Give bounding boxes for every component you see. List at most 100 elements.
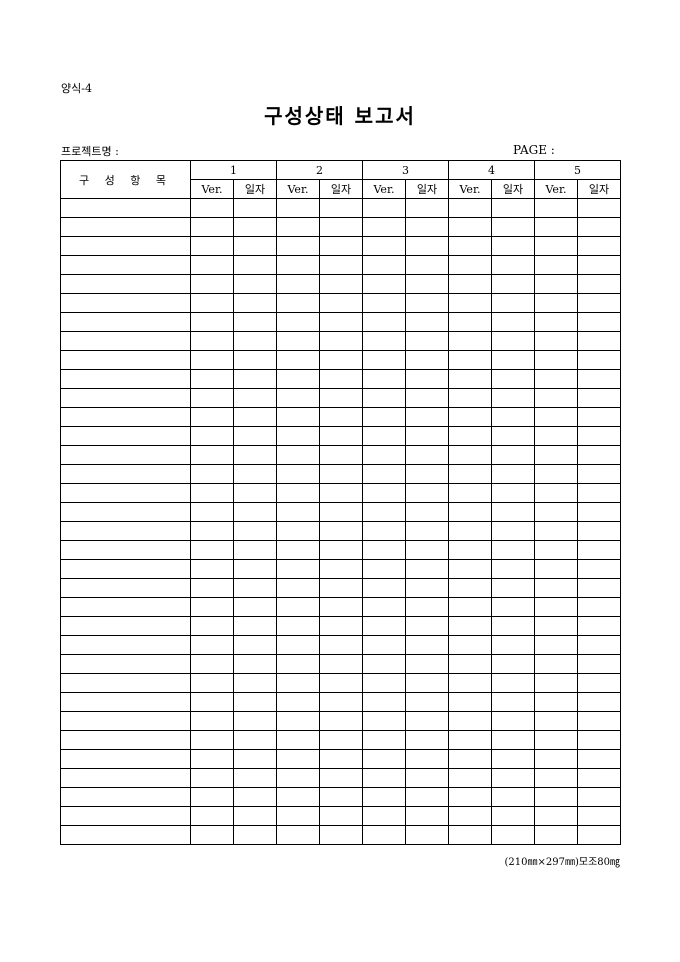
entry-cell[interactable] bbox=[405, 217, 449, 237]
entry-cell[interactable] bbox=[405, 293, 449, 313]
entry-cell[interactable] bbox=[319, 616, 363, 636]
entry-cell[interactable] bbox=[362, 217, 406, 237]
entry-cell[interactable] bbox=[448, 502, 492, 522]
entry-cell[interactable] bbox=[190, 825, 234, 845]
entry-cell[interactable] bbox=[577, 274, 621, 294]
entry-cell[interactable] bbox=[405, 673, 449, 693]
entry-cell[interactable] bbox=[405, 198, 449, 218]
item-cell[interactable] bbox=[60, 730, 191, 750]
entry-cell[interactable] bbox=[577, 559, 621, 579]
entry-cell[interactable] bbox=[448, 198, 492, 218]
entry-cell[interactable] bbox=[319, 312, 363, 332]
entry-cell[interactable] bbox=[534, 673, 578, 693]
entry-cell[interactable] bbox=[448, 825, 492, 845]
entry-cell[interactable] bbox=[276, 635, 320, 655]
entry-cell[interactable] bbox=[362, 407, 406, 427]
entry-cell[interactable] bbox=[276, 578, 320, 598]
entry-cell[interactable] bbox=[405, 730, 449, 750]
entry-cell[interactable] bbox=[448, 749, 492, 769]
entry-cell[interactable] bbox=[491, 692, 535, 712]
entry-cell[interactable] bbox=[491, 255, 535, 275]
entry-cell[interactable] bbox=[448, 407, 492, 427]
entry-cell[interactable] bbox=[491, 483, 535, 503]
entry-cell[interactable] bbox=[319, 654, 363, 674]
entry-cell[interactable] bbox=[577, 654, 621, 674]
entry-cell[interactable] bbox=[534, 483, 578, 503]
entry-cell[interactable] bbox=[577, 521, 621, 541]
entry-cell[interactable] bbox=[448, 654, 492, 674]
entry-cell[interactable] bbox=[491, 369, 535, 389]
entry-cell[interactable] bbox=[577, 768, 621, 788]
entry-cell[interactable] bbox=[534, 369, 578, 389]
entry-cell[interactable] bbox=[319, 236, 363, 256]
entry-cell[interactable] bbox=[362, 388, 406, 408]
entry-cell[interactable] bbox=[276, 217, 320, 237]
entry-cell[interactable] bbox=[534, 198, 578, 218]
entry-cell[interactable] bbox=[233, 407, 277, 427]
entry-cell[interactable] bbox=[233, 540, 277, 560]
entry-cell[interactable] bbox=[233, 711, 277, 731]
entry-cell[interactable] bbox=[276, 616, 320, 636]
entry-cell[interactable] bbox=[534, 426, 578, 446]
item-cell[interactable] bbox=[60, 350, 191, 370]
entry-cell[interactable] bbox=[577, 236, 621, 256]
entry-cell[interactable] bbox=[448, 635, 492, 655]
entry-cell[interactable] bbox=[319, 369, 363, 389]
entry-cell[interactable] bbox=[362, 787, 406, 807]
entry-cell[interactable] bbox=[319, 559, 363, 579]
entry-cell[interactable] bbox=[319, 331, 363, 351]
item-cell[interactable] bbox=[60, 331, 191, 351]
entry-cell[interactable] bbox=[319, 293, 363, 313]
entry-cell[interactable] bbox=[405, 369, 449, 389]
entry-cell[interactable] bbox=[319, 274, 363, 294]
entry-cell[interactable] bbox=[190, 445, 234, 465]
entry-cell[interactable] bbox=[233, 464, 277, 484]
entry-cell[interactable] bbox=[276, 445, 320, 465]
entry-cell[interactable] bbox=[233, 236, 277, 256]
entry-cell[interactable] bbox=[491, 578, 535, 598]
item-cell[interactable] bbox=[60, 483, 191, 503]
entry-cell[interactable] bbox=[362, 673, 406, 693]
item-cell[interactable] bbox=[60, 312, 191, 332]
entry-cell[interactable] bbox=[362, 274, 406, 294]
entry-cell[interactable] bbox=[319, 730, 363, 750]
entry-cell[interactable] bbox=[276, 502, 320, 522]
entry-cell[interactable] bbox=[448, 464, 492, 484]
entry-cell[interactable] bbox=[534, 787, 578, 807]
entry-cell[interactable] bbox=[319, 502, 363, 522]
entry-cell[interactable] bbox=[362, 312, 406, 332]
entry-cell[interactable] bbox=[276, 255, 320, 275]
entry-cell[interactable] bbox=[577, 787, 621, 807]
entry-cell[interactable] bbox=[362, 502, 406, 522]
entry-cell[interactable] bbox=[276, 407, 320, 427]
entry-cell[interactable] bbox=[405, 483, 449, 503]
entry-cell[interactable] bbox=[233, 825, 277, 845]
item-cell[interactable] bbox=[60, 616, 191, 636]
entry-cell[interactable] bbox=[491, 426, 535, 446]
entry-cell[interactable] bbox=[577, 597, 621, 617]
entry-cell[interactable] bbox=[405, 274, 449, 294]
entry-cell[interactable] bbox=[534, 616, 578, 636]
item-cell[interactable] bbox=[60, 426, 191, 446]
entry-cell[interactable] bbox=[362, 236, 406, 256]
entry-cell[interactable] bbox=[448, 730, 492, 750]
item-cell[interactable] bbox=[60, 521, 191, 541]
entry-cell[interactable] bbox=[190, 293, 234, 313]
entry-cell[interactable] bbox=[448, 483, 492, 503]
entry-cell[interactable] bbox=[319, 464, 363, 484]
entry-cell[interactable] bbox=[577, 255, 621, 275]
entry-cell[interactable] bbox=[491, 730, 535, 750]
entry-cell[interactable] bbox=[448, 692, 492, 712]
entry-cell[interactable] bbox=[190, 426, 234, 446]
entry-cell[interactable] bbox=[534, 350, 578, 370]
entry-cell[interactable] bbox=[448, 369, 492, 389]
entry-cell[interactable] bbox=[534, 578, 578, 598]
entry-cell[interactable] bbox=[577, 711, 621, 731]
entry-cell[interactable] bbox=[233, 730, 277, 750]
entry-cell[interactable] bbox=[190, 635, 234, 655]
entry-cell[interactable] bbox=[577, 540, 621, 560]
entry-cell[interactable] bbox=[362, 616, 406, 636]
entry-cell[interactable] bbox=[491, 350, 535, 370]
item-cell[interactable] bbox=[60, 217, 191, 237]
item-cell[interactable] bbox=[60, 806, 191, 826]
